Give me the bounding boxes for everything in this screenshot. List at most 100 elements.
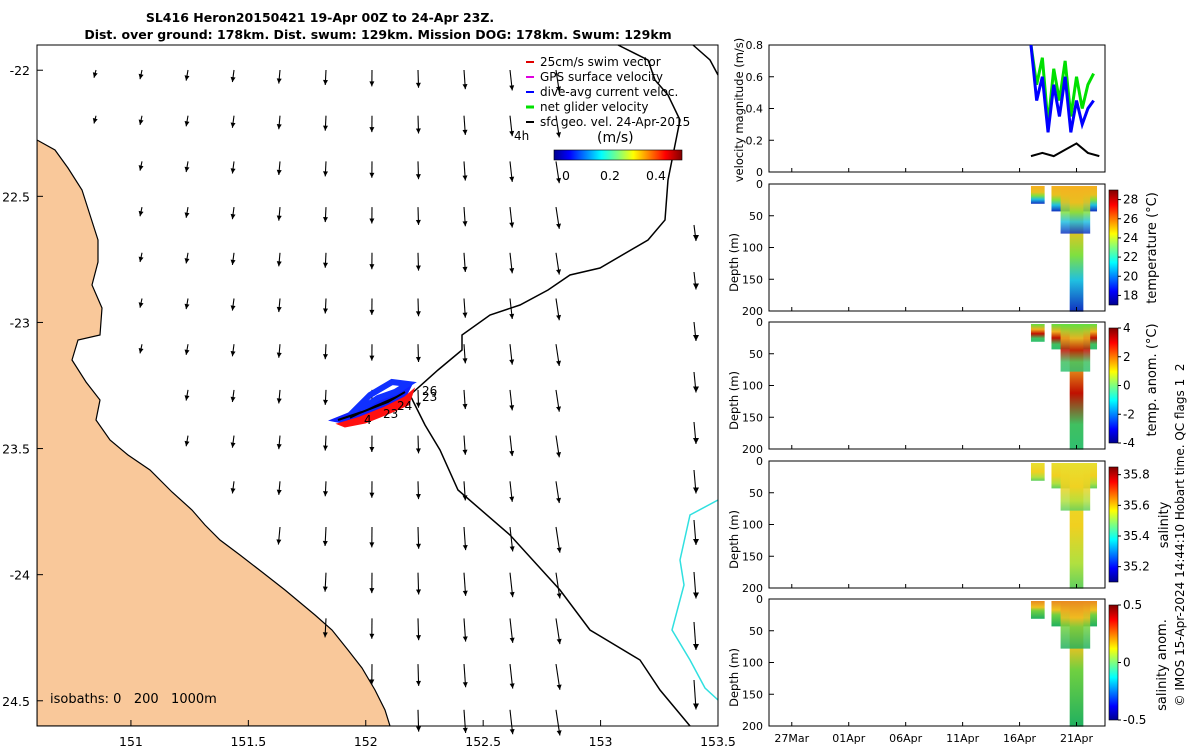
quiver-arrowhead — [184, 166, 190, 173]
legend-label: GPS surface velocity — [540, 70, 663, 84]
temp-anom-label: temp. anom. (°C) — [1145, 323, 1160, 436]
depth-y-tick-label: 100 — [742, 657, 763, 670]
depth-y-tick-label: 100 — [742, 519, 763, 532]
depth-ylabel: Depth (m) — [727, 371, 741, 430]
quiver-arrowhead — [230, 305, 236, 311]
map-x-tick-label: 151 — [119, 734, 143, 749]
track-day-label: 24 — [397, 399, 412, 413]
map-colorbar — [553, 149, 683, 161]
map-axis-ticks: 151 151.5 152 152.5 153 153.5 -22 22.5 -23 23.5 -2… — [2, 63, 736, 749]
quiver-arrowhead — [693, 438, 699, 444]
quiver-arrowhead — [230, 488, 236, 494]
quiver-arrowhead — [556, 132, 562, 138]
chart-title-line2: Dist. over ground: 178km. Dist. swum: 12… — [84, 27, 671, 42]
quiver-arrowhead — [693, 592, 699, 599]
track-dive-avg-current-loop — [347, 378, 417, 418]
quiver-arrowhead — [369, 309, 375, 315]
quiver-arrowhead — [556, 86, 562, 92]
quiver-arrowhead — [276, 352, 282, 358]
quiver-arrowhead — [184, 395, 190, 401]
depth-colorbar — [1108, 189, 1119, 306]
glider-track: 26 23 24 23 4 — [328, 378, 437, 428]
legend-label: sfc geo. vel. 24-Apr-2015 — [540, 115, 690, 129]
isobaths-label: isobaths: 0 200 1000m — [50, 692, 217, 707]
quiver-arrowhead — [509, 176, 515, 182]
velocity-series-1 — [1029, 44, 1095, 133]
map-y-tick-label: 23.5 — [2, 442, 30, 457]
quiver-arrowhead — [138, 165, 144, 171]
quiver-arrowhead — [230, 259, 236, 265]
quiver-arrowhead — [462, 727, 468, 733]
depth-profile-block — [1060, 601, 1091, 649]
depth-ylabel: Depth (m) — [727, 233, 741, 292]
quiver-arrowhead — [415, 174, 421, 180]
colorbar-tick-label: 18 — [1123, 288, 1138, 302]
quiver-arrowhead — [693, 644, 699, 650]
quiver-arrowhead — [415, 311, 421, 317]
quiver-arrowhead — [556, 360, 562, 366]
quiver-arrowhead — [415, 128, 421, 134]
depth-y-tick-label: 200 — [742, 582, 763, 595]
quiver-arrowhead — [138, 119, 144, 125]
quiver-arrowhead — [416, 635, 422, 641]
colorbar-tick-label: 0.5 — [1123, 598, 1142, 612]
colorbar-tick-label: 0.2 — [600, 168, 620, 183]
colorbar-tick-label: 24 — [1123, 231, 1138, 245]
depth-profile-block — [1030, 186, 1045, 204]
track-gps — [349, 395, 399, 419]
quiver-arrowhead — [230, 442, 236, 448]
quiver-arrowhead — [556, 269, 562, 275]
depth-profile-block — [1030, 324, 1045, 342]
colorbar-tick-label: 26 — [1123, 212, 1138, 226]
colorbar-tick-label: -4 — [1123, 436, 1135, 450]
quiver-arrowhead — [509, 130, 515, 137]
depth-y-tick-label: 0 — [756, 593, 763, 606]
colorbar-tick-label: -2 — [1123, 407, 1135, 421]
quiver-arrowhead — [276, 169, 282, 175]
quiver-arrowhead — [184, 212, 190, 218]
depth-y-tick-label: 150 — [742, 550, 763, 563]
colorbar-tick-label: 4 — [1123, 321, 1131, 335]
quiver-arrowhead — [323, 491, 328, 497]
geo-velocity-arrows — [92, 69, 699, 736]
quiver-arrowhead — [322, 586, 328, 592]
quiver-arrowhead — [693, 335, 699, 341]
colorbar-tick-label: 20 — [1123, 269, 1138, 283]
quiver-arrowhead — [369, 492, 375, 498]
quiver-arrowhead — [369, 542, 375, 548]
quiver-arrowhead — [462, 682, 468, 688]
colorbar-tick-label: 35.2 — [1123, 560, 1150, 574]
time-axis: 27Mar 01Apr 06Apr 11Apr 16Apr 21Apr — [774, 168, 1094, 745]
quiver-arrowhead — [415, 219, 421, 225]
depth-profile-block — [1030, 463, 1045, 481]
colorbar-tick-label: 0.4 — [646, 168, 666, 183]
map-legend: 25cm/s swim vector GPS surface velocity … — [514, 55, 690, 183]
quiver-arrowhead — [230, 396, 236, 402]
quiver-arrowhead — [415, 402, 421, 408]
quiver-arrowhead — [276, 306, 282, 313]
quiver-arrowhead — [693, 386, 699, 393]
time-tick-label: 11Apr — [946, 732, 980, 745]
map-x-tick-label: 152.5 — [465, 734, 501, 749]
chart-title-line1: SL416 Heron20150421 19-Apr 00Z to 24-Apr… — [146, 10, 494, 25]
depth-y-tick-label: 50 — [749, 210, 763, 223]
quiver-arrowhead — [509, 637, 515, 643]
quiver-arrowhead — [415, 448, 421, 454]
map-y-tick-label: 22.5 — [2, 189, 30, 204]
quiver-arrowhead — [369, 172, 375, 178]
quiver-arrowhead — [276, 443, 282, 450]
depth-y-tick-label: 150 — [742, 411, 763, 424]
quiver-arrowhead — [276, 398, 282, 404]
depth-y-tick-label: 150 — [742, 688, 763, 701]
quiver-arrowhead — [369, 218, 375, 224]
quiver-arrowhead — [416, 589, 422, 595]
depth-axes-bg — [769, 461, 1105, 588]
quiver-arrowhead — [509, 268, 515, 274]
salinity-anom-label: salinity anom. — [1155, 619, 1170, 711]
quiver-arrowhead — [416, 726, 422, 732]
quiver-arrowhead — [276, 261, 282, 267]
quiver-arrowhead — [230, 351, 236, 357]
map-x-tick-label: 152 — [354, 734, 378, 749]
